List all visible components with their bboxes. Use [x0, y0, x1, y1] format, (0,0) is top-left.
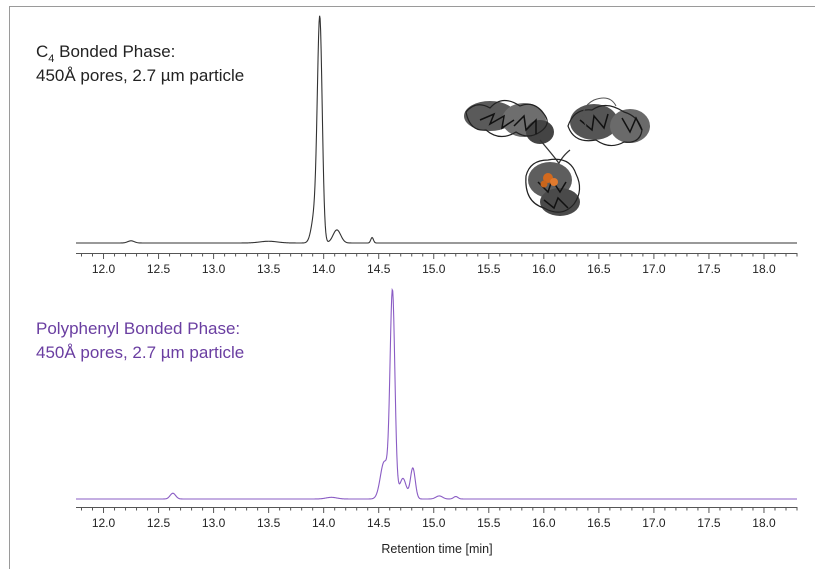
top-x-tick-label: 18.0 — [752, 262, 776, 276]
bottom-x-tick-label: 12.5 — [147, 516, 171, 530]
protein-structure-image — [464, 97, 650, 216]
bottom-x-tick-label: 18.0 — [752, 516, 776, 530]
bottom-panel-label-line1: Polyphenyl Bonded Phase: — [36, 319, 240, 338]
top-panel-label-line2: 450Å pores, 2.7 µm particle — [36, 66, 244, 85]
top-panel: 12.0 12.5 13.0 13.5 14.0 14.5 15.0 15.5 16.0 16.5… — [76, 15, 798, 276]
top-x-tick-label: 16.0 — [532, 262, 556, 276]
top-x-tick-label: 16.5 — [587, 262, 611, 276]
bottom-x-tick-label: 13.0 — [202, 516, 226, 530]
bottom-panel-label-line2: 450Å pores, 2.7 µm particle — [36, 343, 244, 362]
top-x-tick-label: 13.5 — [257, 262, 281, 276]
top-x-tick-label: 12.0 — [92, 262, 116, 276]
bottom-x-tick-label: 13.5 — [257, 516, 281, 530]
bottom-panel: 12.0 12.5 13.0 13.5 14.0 14.5 15.0 15.5 16.0 16.5… — [76, 287, 798, 530]
top-x-tick-label: 15.0 — [422, 262, 446, 276]
x-axis-title: Retention time [min] — [381, 542, 492, 556]
bottom-x-tick-label: 14.5 — [367, 516, 391, 530]
bottom-x-tick-label: 15.0 — [422, 516, 446, 530]
top-x-tick-label: 14.0 — [312, 262, 336, 276]
bottom-chromatogram-trace — [76, 287, 797, 500]
bottom-x-tick-label: 15.5 — [477, 516, 501, 530]
top-x-tick-label: 17.5 — [697, 262, 721, 276]
top-x-tick-label: 13.0 — [202, 262, 226, 276]
top-x-tick-label: 14.5 — [367, 262, 391, 276]
top-x-tick-label: 12.5 — [147, 262, 171, 276]
bottom-x-tick-label: 14.0 — [312, 516, 336, 530]
top-chromatogram-trace — [76, 15, 797, 244]
top-x-tick-label: 15.5 — [477, 262, 501, 276]
bottom-x-tick-label: 12.0 — [92, 516, 116, 530]
bottom-x-tick-label: 17.5 — [697, 516, 721, 530]
top-panel-label-line1: C4 Bonded Phase: — [36, 42, 175, 65]
bottom-x-tick-label: 17.0 — [642, 516, 666, 530]
bottom-x-tick-label: 16.5 — [587, 516, 611, 530]
top-x-tick-label: 17.0 — [642, 262, 666, 276]
bottom-x-tick-label: 16.0 — [532, 516, 556, 530]
